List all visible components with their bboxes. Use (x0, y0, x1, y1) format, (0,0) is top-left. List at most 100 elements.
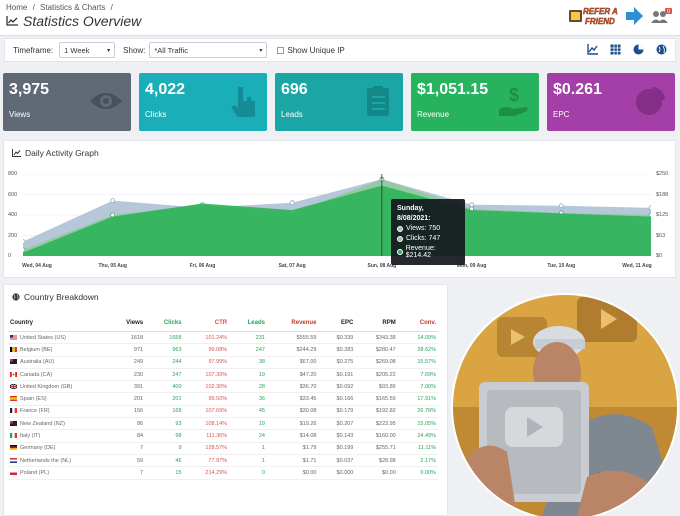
revenue-label: Revenue (417, 110, 450, 119)
refer-line1: REFER A (583, 7, 618, 16)
table-row[interactable]: Spain (ES) 201 201 99.50% 36 $33.45 $0.166 $165… (8, 392, 438, 406)
table-body: United States (US) 1618 1658 101.24% 231 $555… (8, 331, 438, 480)
cell-ctr: 107.69% (183, 405, 230, 419)
table-view-icon[interactable] (610, 44, 621, 55)
timeframe-select[interactable]: 1 Week ▾ (59, 42, 116, 58)
cell-views: 86 (108, 417, 146, 431)
unique-ip-checkbox[interactable] (277, 46, 285, 54)
stat-card-clicks[interactable]: 4,022 Clicks (139, 73, 267, 131)
cell-leads: 19 (229, 368, 267, 382)
table-row[interactable]: France (FR) 156 168 107.69% 45 $30.08 $0.179 $1… (8, 405, 438, 419)
chevron-down-icon: ▾ (107, 47, 111, 54)
table-header-row: Country Views Clicks CTR Leads Revenue E… (8, 318, 438, 332)
data-point-clicks[interactable] (23, 247, 26, 253)
y-left-tick: 200 (8, 232, 18, 239)
tooltip-clicks: Clicks: 747 (406, 235, 441, 242)
pie-view-icon[interactable] (633, 44, 644, 55)
stat-card-views[interactable]: 3,975 Views (3, 73, 131, 131)
chart-tooltip: Sunday, 8/08/2021: Views: 750 Clicks: 74… (391, 199, 465, 265)
views-label: Views (9, 110, 31, 119)
col-conv[interactable]: Conv. (397, 318, 438, 332)
country-cell: Germany (DE) (8, 442, 108, 455)
y-right-tick: $0 (656, 253, 663, 259)
table-row[interactable]: United Kingdom (GB) 391 400 102.30% 28 $36.70… (8, 380, 438, 394)
x-tick-label: Tue, 10 Aug (547, 263, 576, 269)
page-title-text: Statistics Overview (23, 13, 142, 29)
refer-a-friend-button[interactable]: REFER A FRIEND (568, 4, 644, 28)
globe-icon[interactable] (656, 44, 667, 55)
col-country[interactable]: Country (8, 318, 108, 332)
table-row[interactable]: Canada (CA) 230 247 107.39% 19 $47.20 $0.191 $2… (8, 368, 438, 382)
table-row[interactable]: Netherlands the (NL) 59 46 77.97% 1 $1.71 $0.0… (8, 454, 438, 468)
cell-leads: 45 (229, 405, 267, 419)
cell-leads: 36 (229, 392, 267, 406)
col-views[interactable]: Views (108, 318, 146, 332)
cell-epc: $0.339 (318, 331, 356, 345)
data-point-views[interactable] (469, 202, 474, 208)
stat-card-leads[interactable]: 696 Leads (275, 73, 403, 131)
table-row[interactable]: Italy (IT) 84 98 111.36% 24 $14.08 $0.143 $160.… (8, 429, 438, 443)
cell-views: 7 (108, 466, 146, 480)
table-row[interactable]: New Zealand (NZ) 86 93 108.14% 19 $19.26 $0.20… (8, 417, 438, 431)
data-point-views[interactable] (110, 198, 116, 204)
clicks-label: Clicks (145, 110, 167, 119)
breadcrumb-home[interactable]: Home (6, 3, 28, 12)
cell-views: 249 (108, 356, 146, 369)
traffic-select[interactable]: *All Traffic ▾ (149, 42, 268, 58)
flag-us-icon (10, 334, 17, 340)
revenue-value: $1,051.15 (417, 81, 489, 98)
cell-ctr: 102.30% (183, 380, 230, 394)
line-graph-view-icon[interactable] (587, 44, 598, 55)
cell-conv: 7.00% (397, 380, 438, 394)
cell-conv: 24.49% (397, 429, 438, 443)
table-row[interactable]: Australia (AU) 249 244 97.99% 38 $67.00 $0.275… (8, 356, 438, 369)
data-point-views[interactable] (23, 239, 26, 245)
chevron-down-icon: ▾ (259, 47, 263, 54)
y-left-tick: 800 (8, 171, 18, 177)
cell-epc: $0.275 (318, 356, 356, 369)
cell-clicks: 46 (145, 454, 184, 468)
data-point-clicks[interactable] (110, 212, 116, 218)
data-point-clicks[interactable] (648, 212, 651, 218)
breadcrumb-separator: / (110, 3, 113, 12)
x-tick-label: Sat, 07 Aug (278, 263, 306, 269)
cell-ctr: 97.99% (183, 356, 230, 369)
col-revenue[interactable]: Revenue (266, 318, 319, 332)
cell-revenue: $244.29 (266, 343, 319, 357)
cell-views: 230 (108, 368, 146, 382)
cell-revenue: $47.20 (266, 368, 319, 382)
svg-text:$: $ (509, 85, 519, 105)
cell-conv: 15.57% (397, 356, 438, 369)
col-rpm[interactable]: RPM (355, 318, 398, 332)
flag-de-icon (10, 445, 17, 451)
col-leads[interactable]: Leads (229, 318, 267, 332)
country-cell: New Zealand (NZ) (8, 417, 108, 431)
data-point-views[interactable] (558, 203, 564, 209)
data-point-views[interactable] (648, 205, 651, 211)
table-row[interactable]: Poland (PL) 7 15 214.29% 0 $0.00 $0.000 $0.00 0.… (8, 466, 438, 480)
data-point-views[interactable] (289, 200, 295, 206)
stat-card-revenue[interactable]: $1,051.15 Revenue $ (411, 73, 539, 131)
breadcrumb-statistics[interactable]: Statistics & Charts (40, 3, 106, 12)
cell-epc: $0.092 (318, 380, 356, 394)
col-ctr[interactable]: CTR (183, 318, 230, 332)
stat-card-epc[interactable]: $0.261 EPC (547, 73, 675, 131)
cell-leads: 0 (229, 466, 267, 480)
traffic-value: *All Traffic (154, 45, 189, 55)
table-row[interactable]: Germany (DE) 7 9 128.57% 1 $1.79 $0.199 $255.71… (8, 442, 438, 455)
col-clicks[interactable]: Clicks (145, 318, 184, 332)
cell-revenue: $0.00 (266, 466, 319, 480)
cell-clicks: 963 (145, 343, 184, 357)
col-epc[interactable]: EPC (318, 318, 356, 332)
leads-label: Leads (281, 110, 303, 119)
cell-conv: 15.05% (397, 417, 438, 431)
users-icon[interactable]: 0 (650, 8, 672, 24)
y-right-tick: $125 (656, 212, 669, 218)
cell-conv: 14.09% (397, 331, 438, 345)
table-row[interactable]: United States (US) 1618 1658 101.24% 231 $555… (8, 331, 438, 345)
tooltip-views-row: Views: 750 (397, 225, 459, 232)
country-cell: Canada (CA) (8, 368, 108, 382)
country-name: United States (US) (20, 334, 66, 341)
daily-activity-chart[interactable] (23, 174, 651, 256)
table-row[interactable]: Belgium (BE) 971 963 99.08% 247 $244.29 $0.283… (8, 343, 438, 357)
